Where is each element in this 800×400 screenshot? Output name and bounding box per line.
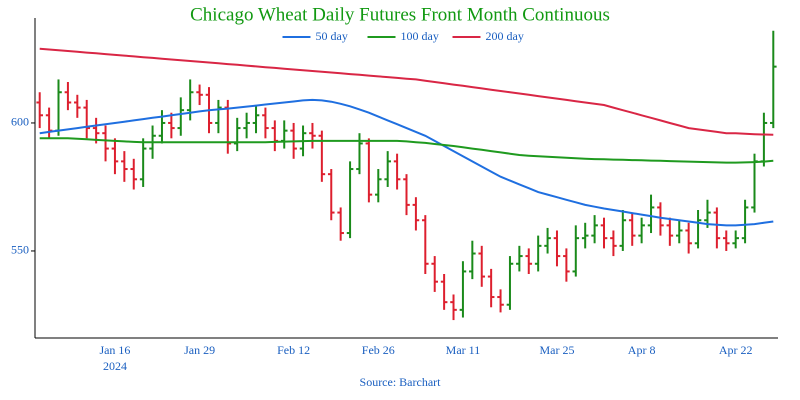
x-tick-label: Feb 12	[277, 343, 310, 357]
y-tick-label: 550	[11, 243, 29, 257]
x-tick-label: Mar 11	[446, 343, 481, 357]
moving-average-line	[39, 47, 774, 136]
x-tick-label: Apr 8	[628, 343, 656, 357]
legend-label: 200 day	[486, 29, 524, 43]
x-tick-label: Jan 16	[99, 343, 130, 357]
moving-average-line	[39, 137, 774, 164]
legend-label: 50 day	[316, 29, 348, 43]
legend-label: 100 day	[401, 29, 439, 43]
y-tick-label: 600	[11, 115, 29, 129]
x-tick-label: Mar 25	[539, 343, 574, 357]
x-tick-label: Feb 26	[362, 343, 395, 357]
chart-title: Chicago Wheat Daily Futures Front Month …	[190, 4, 610, 25]
x-tick-label: Jan 29	[184, 343, 215, 357]
x-year-label: 2024	[103, 359, 127, 373]
x-tick-label: Apr 22	[719, 343, 753, 357]
source-note: Source: Barchart	[360, 375, 442, 389]
moving-average-line	[39, 98, 774, 227]
